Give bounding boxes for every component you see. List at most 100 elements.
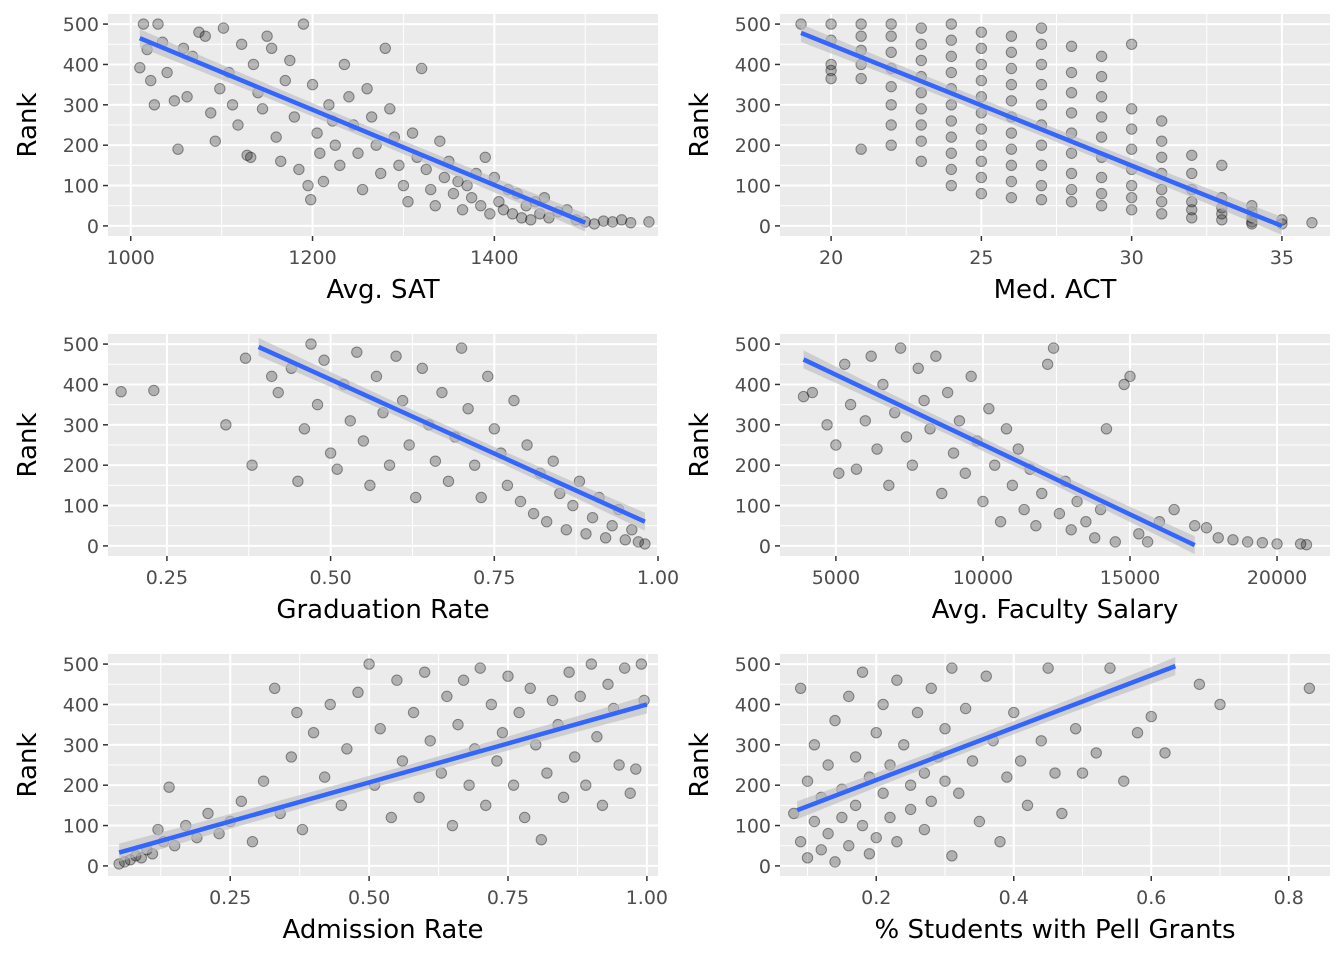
y-tick-label: 300 xyxy=(63,415,99,437)
chart-panel-2: 20 25 30 35 0 100 200 300 400 500 Med. ACT Rank xyxy=(685,14,1330,305)
data-point xyxy=(1125,179,1138,192)
data-point xyxy=(311,398,324,411)
data-point xyxy=(518,811,531,824)
data-point xyxy=(849,799,862,812)
data-point xyxy=(268,682,281,695)
data-point xyxy=(384,103,396,115)
data-point xyxy=(1065,147,1078,159)
data-point xyxy=(1095,91,1108,103)
data-point xyxy=(619,534,631,546)
data-point xyxy=(181,91,193,103)
data-point xyxy=(397,179,410,192)
chart-panel-6: 0.2 0.4 0.6 0.8 0 100 200 300 400 500 % Students w… xyxy=(685,654,1330,945)
data-point xyxy=(402,195,414,208)
data-point xyxy=(975,123,988,135)
scatter-points xyxy=(797,342,1313,551)
data-point xyxy=(352,147,364,159)
data-point xyxy=(1005,175,1018,188)
data-point xyxy=(844,398,857,411)
data-point xyxy=(1141,536,1154,548)
data-point xyxy=(1005,62,1018,75)
data-point xyxy=(521,439,533,451)
data-point xyxy=(1125,191,1138,204)
data-point xyxy=(1065,195,1078,208)
data-point xyxy=(1035,179,1048,192)
data-point xyxy=(501,479,514,492)
data-point xyxy=(1124,370,1136,383)
data-point xyxy=(375,167,387,180)
data-point xyxy=(1006,479,1019,492)
data-point xyxy=(1065,167,1078,180)
data-point xyxy=(1118,378,1130,391)
y-tick-label: 300 xyxy=(63,735,99,757)
data-point xyxy=(975,58,988,71)
data-point xyxy=(994,515,1007,528)
data-point xyxy=(356,183,369,196)
data-point xyxy=(822,759,834,771)
data-point xyxy=(324,447,337,459)
data-point xyxy=(1104,662,1116,674)
data-point xyxy=(836,811,848,824)
data-point xyxy=(885,99,897,111)
data-point xyxy=(1189,520,1201,532)
data-point xyxy=(1035,78,1048,91)
data-point xyxy=(1035,159,1048,172)
data-point xyxy=(441,690,453,703)
data-point xyxy=(1095,131,1108,143)
data-point xyxy=(480,799,492,812)
data-point xyxy=(547,455,559,467)
data-point xyxy=(239,352,252,364)
data-point xyxy=(1035,139,1048,151)
data-point xyxy=(465,191,478,204)
data-point xyxy=(1036,487,1048,500)
data-point xyxy=(568,751,581,763)
data-point xyxy=(475,200,487,212)
data-point xyxy=(1065,107,1078,119)
data-point xyxy=(172,143,184,155)
data-point xyxy=(374,722,386,735)
data-point xyxy=(272,386,284,399)
data-point xyxy=(821,419,833,431)
data-point xyxy=(1186,212,1198,224)
data-point xyxy=(468,459,481,471)
data-point xyxy=(391,674,403,686)
data-point xyxy=(1095,200,1108,212)
y-tick-label: 300 xyxy=(735,735,771,757)
data-point xyxy=(808,739,821,751)
data-point xyxy=(137,18,150,30)
data-point xyxy=(502,670,514,682)
data-point xyxy=(524,682,536,695)
x-axis-title: Graduation Rate xyxy=(276,595,489,625)
data-point xyxy=(945,131,958,143)
data-point xyxy=(1216,214,1228,226)
x-tick-label: 1.00 xyxy=(637,567,679,589)
data-point xyxy=(291,706,303,719)
data-point xyxy=(1001,771,1013,783)
data-point xyxy=(945,115,958,127)
data-point xyxy=(945,34,958,46)
data-point xyxy=(306,78,319,91)
data-point xyxy=(567,499,579,512)
data-point xyxy=(385,811,398,824)
data-point xyxy=(843,840,855,852)
x-tick-label: 0.4 xyxy=(999,887,1029,909)
data-point xyxy=(911,706,924,719)
x-tick-label: 20000 xyxy=(1247,567,1307,589)
data-point xyxy=(915,22,927,34)
data-point xyxy=(474,662,486,674)
data-point xyxy=(1012,443,1024,455)
data-point xyxy=(351,346,363,358)
data-point xyxy=(1145,710,1157,723)
y-tick-label: 100 xyxy=(63,496,99,518)
x-tick-label: 1.00 xyxy=(626,887,668,909)
data-point xyxy=(1000,423,1013,435)
data-point xyxy=(305,193,317,206)
chart-panel-3: 0.25 0.50 0.75 1.00 0 100 200 300 400 500 Graduati… xyxy=(13,334,679,625)
data-point xyxy=(1159,747,1171,759)
data-point xyxy=(145,74,157,87)
data-point xyxy=(915,103,927,115)
data-point xyxy=(279,74,291,87)
data-point xyxy=(615,214,628,226)
data-point xyxy=(825,64,837,77)
data-point xyxy=(261,30,273,42)
